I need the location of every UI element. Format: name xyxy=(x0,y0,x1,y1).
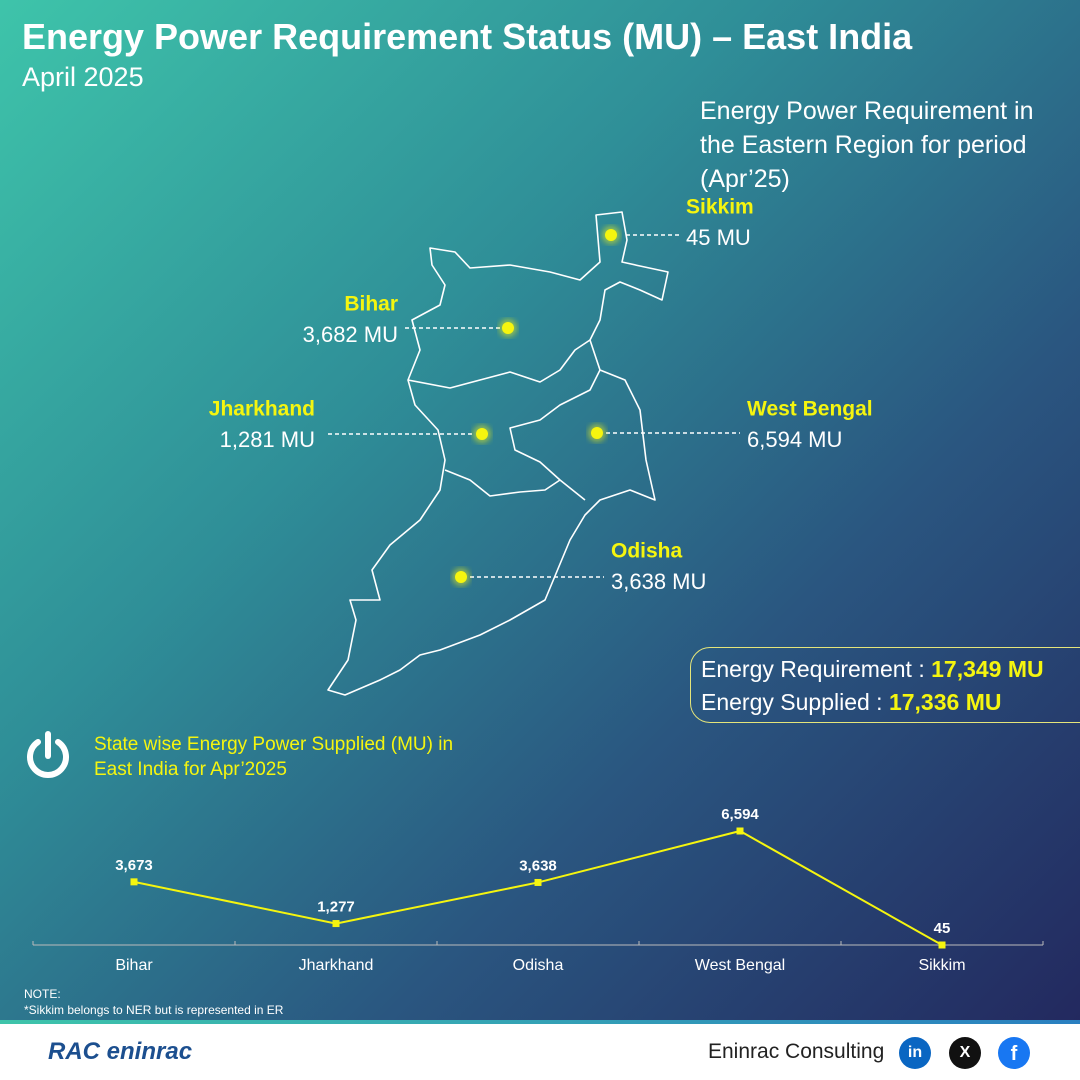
x-icon[interactable]: X xyxy=(949,1037,981,1069)
supplied-label: Energy Supplied : xyxy=(701,689,889,715)
supplied-value: 17,336 MU xyxy=(888,689,1002,715)
dot xyxy=(476,428,488,440)
state-name: Jharkhand xyxy=(209,398,315,421)
map-outline xyxy=(327,211,669,696)
company-name: Eninrac Consulting xyxy=(708,1040,885,1063)
linkedin-icon[interactable]: in xyxy=(899,1037,931,1069)
value-label: 6,594 xyxy=(721,806,759,823)
value-label: 3,673 xyxy=(115,857,153,874)
logo: RAC eninrac xyxy=(48,1038,193,1065)
value-label: 45 xyxy=(934,920,951,937)
state-value: 45 MU xyxy=(686,225,751,250)
value-label: 1,277 xyxy=(317,899,355,916)
state-value: 1,281 MU xyxy=(220,427,315,452)
point xyxy=(736,827,744,835)
requirement-label: Energy Requirement : xyxy=(701,656,932,682)
note-heading: NOTE: xyxy=(24,987,61,1001)
point xyxy=(534,878,542,886)
footer-stripe xyxy=(0,1020,1080,1024)
requirement-value: 17,349 MU xyxy=(931,656,1044,682)
supplied: Energy Supplied : 17,336 MU xyxy=(701,689,1001,716)
power-icon xyxy=(27,731,69,778)
x-tick-label: Bihar xyxy=(115,957,153,974)
chart-title: State wise Energy Power Supplied (MU) in… xyxy=(94,734,454,780)
line xyxy=(133,829,943,946)
state-value: 3,682 MU xyxy=(303,322,398,347)
state-name: West Bengal xyxy=(747,398,873,421)
state-name: Odisha xyxy=(611,540,683,563)
map-and-chart: Sikkim 45 MU Bihar 3,682 MU Jharkhand 1,281 M… xyxy=(32,195,1044,974)
subtitle: April 2025 xyxy=(22,62,144,92)
state-value: 3,638 MU xyxy=(611,569,706,594)
facebook-icon[interactable]: f xyxy=(998,1037,1030,1069)
note-text: *Sikkim belongs to NER but is represente… xyxy=(24,1003,284,1017)
requirement: Energy Requirement : 17,349 MU xyxy=(701,656,1044,683)
dot xyxy=(455,571,467,583)
state-name: Sikkim xyxy=(686,196,754,219)
dot xyxy=(591,427,603,439)
point xyxy=(130,878,138,886)
title: Energy Power Requirement Status (MU) – E… xyxy=(22,16,913,57)
value-label: 3,638 xyxy=(519,857,557,874)
dot xyxy=(502,322,514,334)
state-value: 6,594 MU xyxy=(747,427,842,452)
point xyxy=(938,941,946,949)
x-tick-label: Odisha xyxy=(513,957,564,974)
dot xyxy=(605,229,617,241)
summary-box xyxy=(690,647,1080,723)
state-name: Bihar xyxy=(344,293,398,316)
point xyxy=(332,920,340,928)
x-tick-label: Sikkim xyxy=(918,957,965,974)
x-tick-label: Jharkhand xyxy=(299,957,374,974)
x-tick-label: West Bengal xyxy=(695,957,785,974)
map-caption: Energy Power Requirement in the Eastern … xyxy=(700,97,1034,193)
